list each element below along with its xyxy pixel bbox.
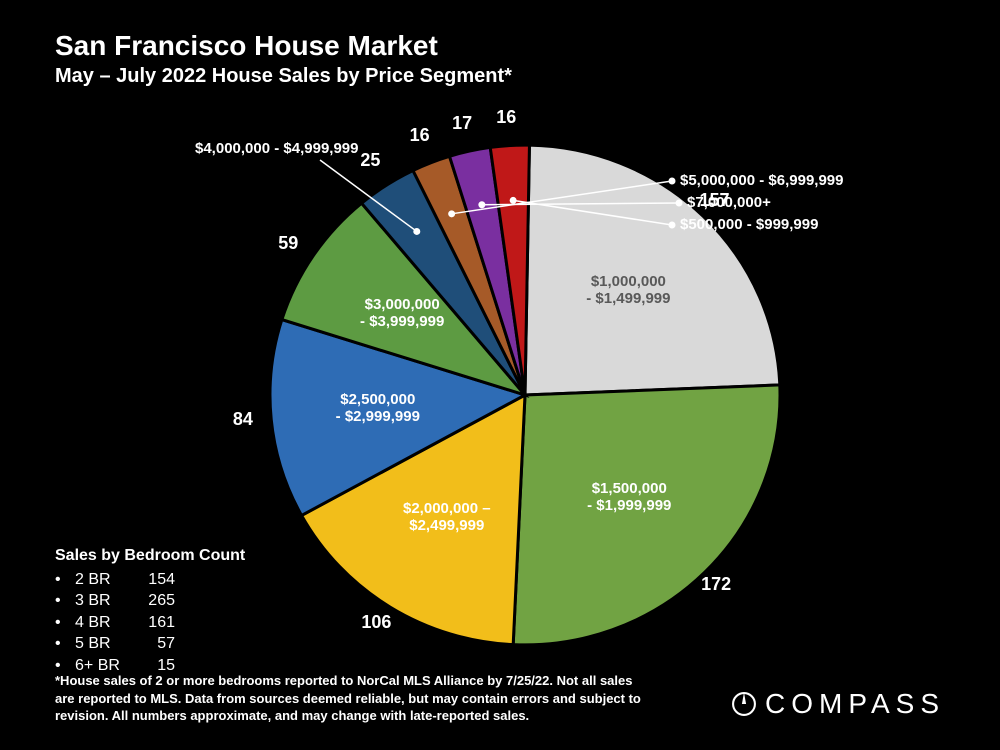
logo-text: COMPASS <box>765 688 945 720</box>
slice-category-label: $2,000,000 – $2,499,999 <box>377 500 517 534</box>
bullet-icon: • <box>55 612 75 634</box>
compass-logo: COMPASS <box>731 688 945 720</box>
bedroom-label: 4 BR <box>75 612 135 634</box>
slice-category-label: $1,000,000 - $1,499,999 <box>558 273 698 307</box>
slice-value-label: 17 <box>452 113 472 134</box>
slide: San Francisco House Market May – July 20… <box>0 0 1000 750</box>
footnote: *House sales of 2 or more bedrooms repor… <box>55 672 655 725</box>
bedroom-row: •5 BR57 <box>55 633 245 655</box>
bedroom-count: 265 <box>135 590 175 612</box>
bedroom-label: 5 BR <box>75 633 135 655</box>
bedroom-row: •3 BR265 <box>55 590 245 612</box>
callout-label: $500,000 - $999,999 <box>680 216 818 233</box>
bedroom-row: •2 BR154 <box>55 569 245 591</box>
pie-slice <box>513 385 780 645</box>
slice-value-label: 59 <box>278 233 298 254</box>
slice-value-label: 106 <box>361 612 391 633</box>
slice-category-label: $1,500,000 - $1,999,999 <box>559 480 699 514</box>
bullet-icon: • <box>55 569 75 591</box>
callout-label: $5,000,000 - $6,999,999 <box>680 172 843 189</box>
compass-icon <box>731 691 757 717</box>
bedroom-summary: Sales by Bedroom Count •2 BR154•3 BR265•… <box>55 545 245 677</box>
slice-value-label: 16 <box>496 107 516 128</box>
slice-value-label: 84 <box>233 409 253 430</box>
bedroom-summary-rows: •2 BR154•3 BR265•4 BR161•5 BR57•6+ BR15 <box>55 569 245 677</box>
bedroom-row: •4 BR161 <box>55 612 245 634</box>
bullet-icon: • <box>55 590 75 612</box>
slice-value-label: 25 <box>360 150 380 171</box>
bedroom-label: 2 BR <box>75 569 135 591</box>
callout-label: $7,000,000+ <box>687 194 771 211</box>
bullet-icon: • <box>55 633 75 655</box>
slice-category-label: $2,500,000 - $2,999,999 <box>308 391 448 425</box>
bedroom-summary-header: Sales by Bedroom Count <box>55 545 245 567</box>
callout-label: $4,000,000 - $4,999,999 <box>195 140 358 157</box>
bedroom-count: 161 <box>135 612 175 634</box>
bedroom-count: 154 <box>135 569 175 591</box>
slice-value-label: 172 <box>701 574 731 595</box>
bedroom-label: 3 BR <box>75 590 135 612</box>
slice-value-label: 16 <box>410 125 430 146</box>
bedroom-count: 57 <box>135 633 175 655</box>
slice-category-label: $3,000,000 - $3,999,999 <box>332 296 472 330</box>
